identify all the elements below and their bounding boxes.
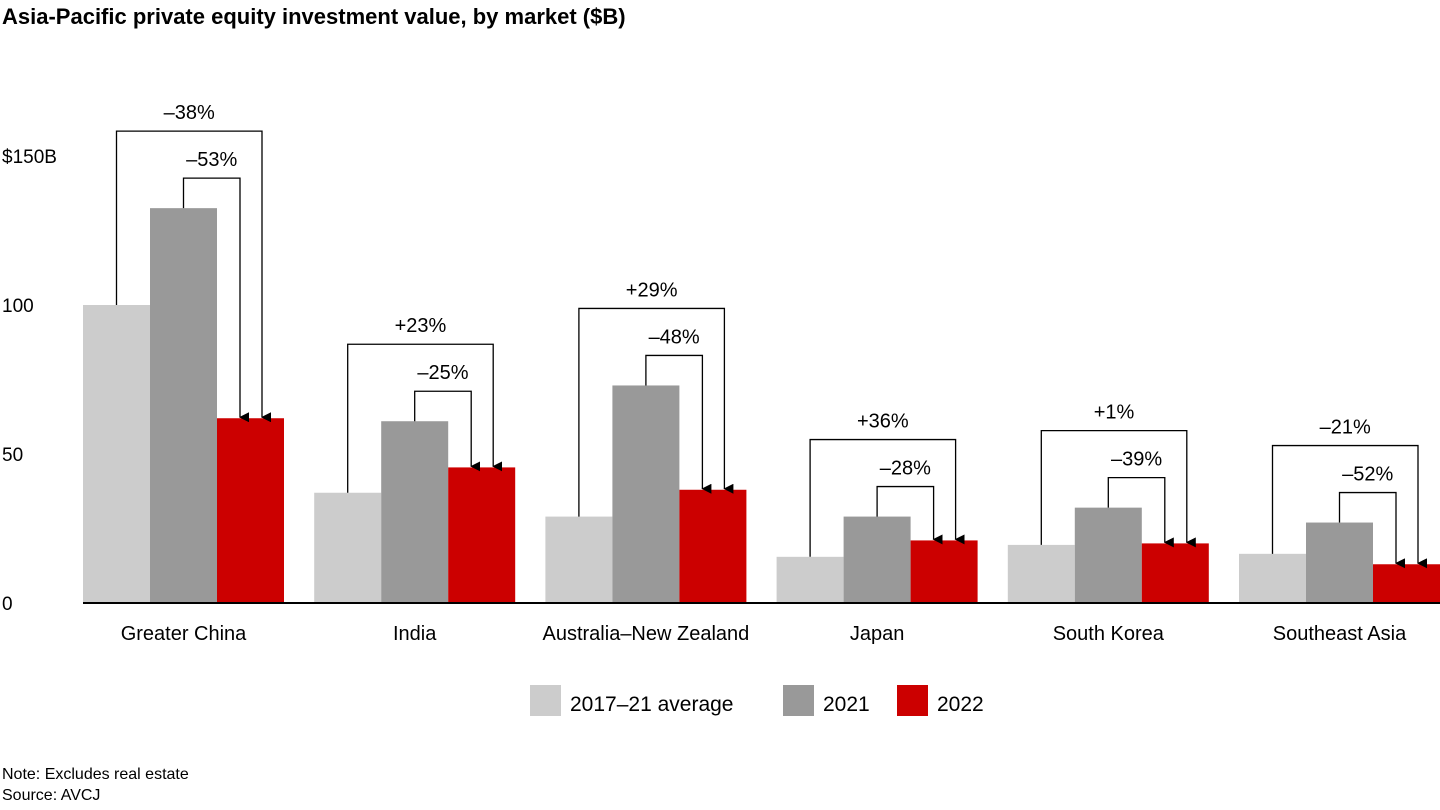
- y-tick-label: 0: [2, 594, 13, 615]
- legend-swatch: [783, 685, 814, 716]
- change-vs-average-label: +29%: [626, 279, 678, 301]
- bracket-vs-average: [115, 130, 271, 423]
- change-vs-2021-label: –28%: [880, 458, 931, 480]
- source-text: Source: AVCJ: [2, 787, 101, 804]
- chart-footer: Note: Excludes real estate Source: AVCJ: [2, 764, 189, 806]
- bar-2017-21-average: [314, 492, 382, 603]
- change-vs-average-label: +23%: [395, 315, 447, 337]
- bar-2017-21-average: [1239, 553, 1306, 603]
- change-vs-2021-label: –39%: [1111, 449, 1162, 471]
- bar-2017-21-average: [545, 516, 613, 603]
- category-label: India: [393, 623, 437, 645]
- change-vs-2021-label: –53%: [186, 149, 237, 171]
- bracket-vs-2021: [876, 485, 943, 545]
- change-vs-2021-label: –25%: [417, 362, 468, 384]
- category-label: South Korea: [1053, 623, 1165, 645]
- bracket-vs-2021: [182, 177, 249, 423]
- bracket-vs-2021: [1107, 476, 1174, 548]
- bar-2021: [150, 208, 217, 603]
- category-label: Australia–New Zealand: [543, 623, 750, 645]
- legend-swatch: [897, 685, 928, 716]
- bracket-vs-average: [347, 343, 503, 493]
- change-vs-average-label: +36%: [857, 411, 909, 433]
- bar-2022: [679, 489, 747, 603]
- category-label: Japan: [850, 623, 905, 645]
- bracket-vs-average: [1040, 429, 1196, 548]
- bar-2017-21-average: [83, 305, 150, 603]
- chart-title: Asia-Pacific private equity investment v…: [2, 4, 626, 29]
- bar-2021: [843, 516, 911, 603]
- bracket-vs-2021: [645, 354, 712, 494]
- bar-2022: [910, 540, 978, 603]
- change-vs-2021-label: –48%: [649, 326, 700, 348]
- legend-label: 2022: [937, 693, 984, 716]
- bracket-vs-2021: [414, 390, 481, 472]
- bracket-vs-average: [1271, 444, 1427, 569]
- change-vs-average-label: –21%: [1320, 417, 1371, 439]
- bar-2021: [381, 421, 449, 603]
- y-tick-label: $150B: [2, 147, 57, 168]
- bracket-vs-average: [809, 438, 965, 557]
- bar-2022: [1373, 564, 1440, 603]
- bar-2021: [1306, 522, 1373, 603]
- legend-label: 2017–21 average: [570, 693, 733, 716]
- bar-2022: [1141, 543, 1209, 603]
- note-text: Note: Excludes real estate: [2, 766, 189, 783]
- legend-swatch: [530, 685, 561, 716]
- category-label: Southeast Asia: [1273, 623, 1407, 645]
- change-vs-2021-label: –52%: [1342, 464, 1393, 486]
- bracket-vs-2021: [1338, 491, 1405, 569]
- bar-2021: [612, 385, 680, 603]
- bracket-vs-average: [578, 307, 734, 517]
- change-vs-average-label: +1%: [1094, 402, 1135, 424]
- bar-2022: [217, 418, 284, 603]
- category-label: Greater China: [121, 623, 247, 645]
- y-tick-label: 100: [2, 296, 34, 317]
- bar-2022: [448, 467, 516, 603]
- bar-2017-21-average: [776, 556, 844, 603]
- change-vs-average-label: –38%: [164, 102, 215, 124]
- bar-2021: [1074, 507, 1142, 603]
- legend-label: 2021: [823, 693, 870, 716]
- bar-2017-21-average: [1007, 544, 1075, 603]
- y-tick-label: 50: [2, 445, 23, 466]
